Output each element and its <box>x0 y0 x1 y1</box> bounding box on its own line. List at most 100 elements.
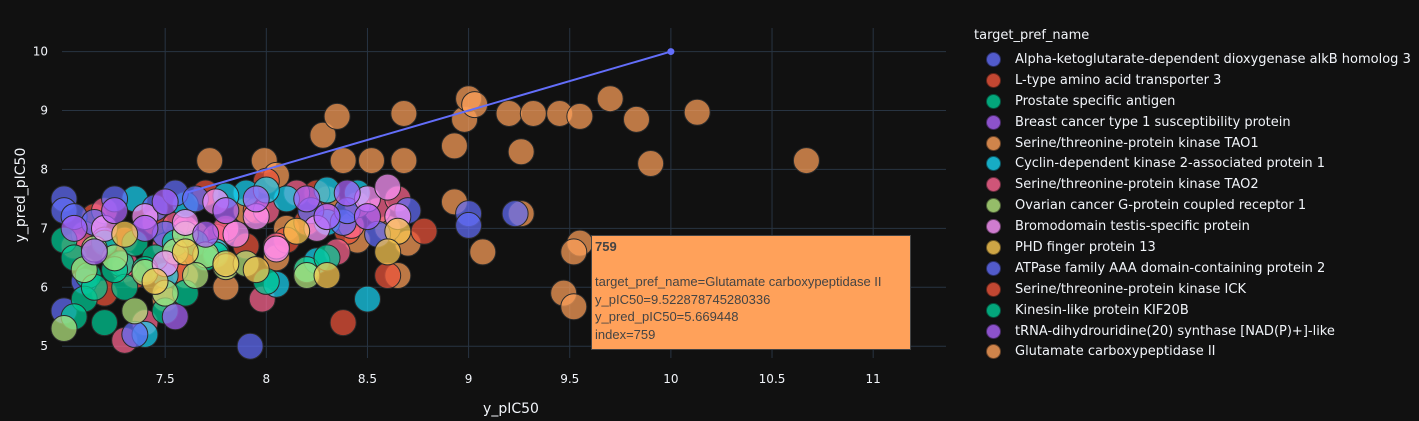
reference-line-segment <box>185 50 672 194</box>
legend-swatch-icon <box>986 72 1001 88</box>
data-point[interactable] <box>501 200 529 228</box>
x-tick-label: 7.5 <box>156 372 175 386</box>
data-point[interactable] <box>519 99 547 127</box>
legend-item[interactable]: tRNA-dihydrouridine(20) synthase [NAD(P)… <box>966 321 1419 342</box>
legend-label: Glutamate carboxypeptidase II <box>1015 344 1216 360</box>
x-tick-label: 9 <box>465 372 473 386</box>
data-point[interactable] <box>283 217 311 245</box>
data-point[interactable] <box>792 147 820 175</box>
data-point[interactable] <box>410 217 438 245</box>
legend-label: Breast cancer type 1 susceptibility prot… <box>1015 114 1291 130</box>
data-point[interactable] <box>161 303 189 331</box>
data-point[interactable] <box>333 179 361 207</box>
data-point[interactable] <box>323 102 351 130</box>
data-point[interactable] <box>560 293 588 321</box>
data-point[interactable] <box>192 220 220 248</box>
legend-item[interactable]: Serine/threonine-protein kinase TAO2 <box>966 174 1419 195</box>
data-point[interactable] <box>242 185 270 213</box>
data-point[interactable] <box>353 203 381 231</box>
hover-tooltip: 759 target_pref_name=Glutamate carboxype… <box>591 235 911 350</box>
data-point[interactable] <box>637 150 665 178</box>
data-point[interactable] <box>560 238 588 266</box>
data-point[interactable] <box>495 99 523 127</box>
legend-label: Ovarian cancer G-protein coupled recepto… <box>1015 198 1307 214</box>
data-point[interactable] <box>358 147 386 175</box>
data-point[interactable] <box>622 105 650 133</box>
data-point[interactable] <box>236 332 264 360</box>
data-point[interactable] <box>329 147 357 175</box>
hover-y-pred-pic50: y_pred_pIC50=5.669448 <box>595 309 739 324</box>
data-point[interactable] <box>60 214 88 242</box>
data-point[interactable] <box>390 147 418 175</box>
data-point[interactable] <box>353 285 381 313</box>
data-point[interactable] <box>182 262 210 289</box>
legend-swatch-icon <box>986 93 1001 109</box>
scatter-plot[interactable]: 7.5 8 8.5 9 9.5 10 10.5 11 5 6 7 8 9 10 y_pIC50 y_pr… <box>0 0 960 421</box>
data-point[interactable] <box>390 99 418 127</box>
y-tick-label: 8 <box>40 162 48 176</box>
data-point[interactable] <box>313 262 341 289</box>
data-point[interactable] <box>469 238 497 266</box>
legend-item[interactable]: Serine/threonine-protein kinase ICK <box>966 279 1419 300</box>
legend-item[interactable]: Bromodomain testis-specific protein <box>966 216 1419 237</box>
data-point[interactable] <box>440 132 468 160</box>
data-point[interactable] <box>50 315 78 343</box>
data-point[interactable] <box>329 309 357 337</box>
data-point[interactable] <box>374 262 402 289</box>
data-point[interactable] <box>309 121 337 149</box>
data-point[interactable] <box>121 297 149 325</box>
legend-items: Alpha-ketoglutarate-dependent dioxygenas… <box>966 49 1419 362</box>
legend-item[interactable]: Glutamate carboxypeptidase II <box>966 341 1419 362</box>
legend-item[interactable]: L-type amino acid transporter 3 <box>966 70 1419 91</box>
data-point[interactable] <box>141 267 169 295</box>
legend-swatch-icon <box>986 51 1001 67</box>
data-point[interactable] <box>80 238 108 266</box>
legend-swatch-icon <box>986 260 1001 276</box>
data-point[interactable] <box>171 238 199 266</box>
data-point[interactable] <box>313 203 341 231</box>
data-point[interactable] <box>212 197 240 225</box>
data-point[interactable] <box>222 220 250 248</box>
data-points[interactable] <box>50 85 820 360</box>
legend-label: Bromodomain testis-specific protein <box>1015 219 1250 235</box>
legend-label: Serine/threonine-protein kinase TAO2 <box>1015 177 1259 193</box>
data-point[interactable] <box>101 197 129 225</box>
data-point[interactable] <box>374 238 402 266</box>
data-point[interactable] <box>121 320 149 348</box>
legend-item[interactable]: Cyclin-dependent kinase 2-associated pro… <box>966 153 1419 174</box>
reference-line <box>185 48 675 194</box>
legend-item[interactable]: Serine/threonine-protein kinase TAO1 <box>966 133 1419 154</box>
data-point[interactable] <box>683 98 711 126</box>
data-point[interactable] <box>262 235 290 263</box>
data-point[interactable] <box>507 138 535 166</box>
data-point[interactable] <box>293 185 321 213</box>
legend-item[interactable]: ATPase family AAA domain-containing prot… <box>966 258 1419 279</box>
x-tick-label: 8 <box>262 372 270 386</box>
legend-swatch-icon <box>986 323 1001 339</box>
data-point[interactable] <box>151 188 179 216</box>
legend-swatch-icon <box>986 177 1001 193</box>
data-point[interactable] <box>566 102 594 130</box>
data-point[interactable] <box>212 250 240 278</box>
data-point[interactable] <box>455 211 483 239</box>
data-point[interactable] <box>171 208 199 236</box>
legend-label: Cyclin-dependent kinase 2-associated pro… <box>1015 156 1326 172</box>
x-axis-ticks: 7.5 8 8.5 9 9.5 10 10.5 11 <box>156 372 881 386</box>
data-point[interactable] <box>196 147 224 175</box>
legend-label: ATPase family AAA domain-containing prot… <box>1015 260 1326 276</box>
legend-label: Serine/threonine-protein kinase ICK <box>1015 281 1246 297</box>
data-point[interactable] <box>111 220 139 248</box>
legend-item[interactable]: PHD finger protein 13 <box>966 237 1419 258</box>
data-point[interactable] <box>596 85 624 113</box>
legend-item[interactable]: Breast cancer type 1 susceptibility prot… <box>966 112 1419 133</box>
data-point[interactable] <box>374 173 402 201</box>
data-point[interactable] <box>90 309 118 337</box>
hover-target-name: target_pref_name=Glutamate carboxypeptid… <box>595 274 882 289</box>
legend-item[interactable]: Alpha-ketoglutarate-dependent dioxygenas… <box>966 49 1419 70</box>
data-point[interactable] <box>461 91 489 119</box>
legend-item[interactable]: Ovarian cancer G-protein coupled recepto… <box>966 195 1419 216</box>
legend-item[interactable]: Kinesin-like protein KIF20B <box>966 300 1419 321</box>
data-point[interactable] <box>242 256 270 284</box>
y-axis-title: y_pred_pIC50 <box>13 148 29 243</box>
legend-item[interactable]: Prostate specific antigen <box>966 91 1419 112</box>
